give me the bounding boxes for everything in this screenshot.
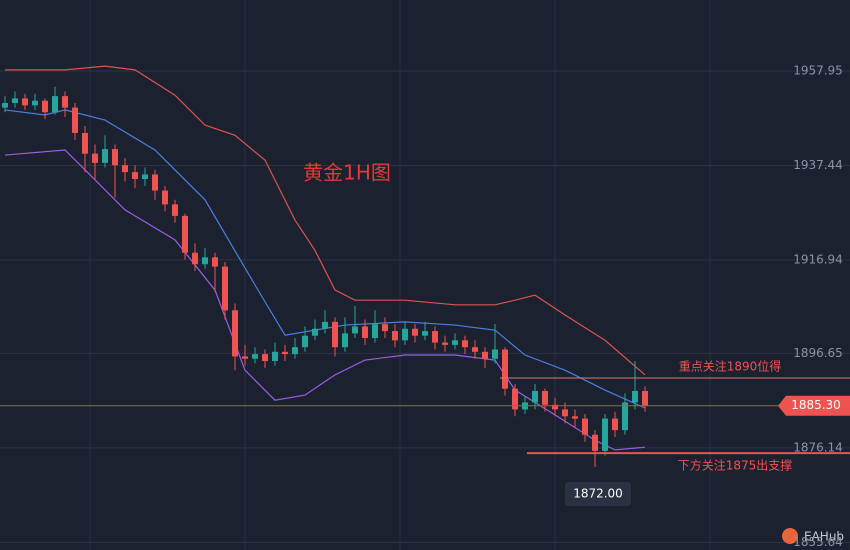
candle-body xyxy=(362,326,368,338)
candle-body xyxy=(372,324,378,338)
candle-body xyxy=(602,418,608,451)
brand: EAHub xyxy=(804,530,844,544)
candle-body xyxy=(92,153,98,163)
candle-body xyxy=(532,390,538,403)
candle-body xyxy=(52,96,58,113)
candle-body xyxy=(102,149,108,163)
last-price-label: 1885.30 xyxy=(791,398,841,412)
candle-body xyxy=(232,310,238,357)
candle-body xyxy=(242,356,248,359)
candle-body xyxy=(502,349,508,389)
candle-body xyxy=(432,331,438,343)
last-price-tag xyxy=(778,395,850,416)
candle-body xyxy=(642,390,648,406)
candle-body xyxy=(162,190,168,205)
vertical-grid xyxy=(89,0,711,550)
y-tick-label: 1957.95 xyxy=(793,63,843,77)
grid xyxy=(0,70,850,543)
candle-body xyxy=(12,98,18,104)
candle-body xyxy=(512,388,518,410)
candle-body xyxy=(112,149,118,166)
band-line xyxy=(5,65,646,376)
candle-body xyxy=(252,354,258,359)
candle-body xyxy=(342,333,348,348)
candle-body xyxy=(612,418,618,431)
candle-body xyxy=(562,409,568,417)
candle-body xyxy=(142,174,148,180)
candle-body xyxy=(322,321,328,329)
y-tick-label: 1916.94 xyxy=(793,252,843,266)
candle-body xyxy=(392,331,398,341)
candle-body xyxy=(332,321,338,348)
candle-body xyxy=(352,326,358,334)
candle-body xyxy=(272,351,278,362)
candle-body xyxy=(132,172,138,180)
candle-body xyxy=(2,103,8,108)
candle-body xyxy=(302,335,308,348)
candle-body xyxy=(122,165,128,173)
candle-body xyxy=(582,418,588,435)
candle-body xyxy=(442,342,448,345)
candle-body xyxy=(202,257,208,265)
candle-body xyxy=(152,174,158,191)
candle-body xyxy=(72,107,78,133)
candle-body xyxy=(42,100,48,113)
candle-body xyxy=(632,390,638,403)
candle-body xyxy=(462,340,468,348)
level-label: 重点关注1890位得 xyxy=(679,359,782,374)
chart-title: 黄金1H图 xyxy=(303,161,391,185)
y-tick-label: 1876.14 xyxy=(793,440,843,454)
candle-body xyxy=(552,404,558,410)
candle-body xyxy=(402,328,408,341)
candle-body xyxy=(382,324,388,332)
candle-body xyxy=(282,351,288,355)
candle-body xyxy=(32,100,38,106)
candle-body xyxy=(262,354,268,362)
candle-body xyxy=(572,416,578,419)
candles xyxy=(2,86,648,467)
candle-body xyxy=(482,351,488,359)
candle-body xyxy=(222,266,228,311)
candle-body xyxy=(542,390,548,405)
candle-body xyxy=(82,132,88,154)
candle-body xyxy=(312,328,318,336)
brand-icon xyxy=(782,528,798,544)
min-price-box xyxy=(565,481,631,506)
candle-body xyxy=(492,349,498,359)
candle-body xyxy=(422,331,428,336)
candle-body xyxy=(622,402,628,431)
candle-body xyxy=(212,257,218,267)
candle-body xyxy=(172,204,178,216)
y-tick-label: 1937.44 xyxy=(793,158,843,172)
candle-body xyxy=(192,252,198,265)
level-label: 下方关注1875出支撑 xyxy=(678,458,793,473)
min-price-label: 1872.00 xyxy=(573,486,623,500)
y-tick-label: 1855.64 xyxy=(793,535,843,549)
candle-body xyxy=(472,347,478,352)
candle-body xyxy=(182,215,188,253)
candle-body xyxy=(292,347,298,355)
candle-body xyxy=(452,340,458,345)
candle-body xyxy=(592,434,598,451)
candle-body xyxy=(22,98,28,106)
y-tick-label: 1896.65 xyxy=(793,346,843,360)
candle-body xyxy=(412,328,418,336)
candle-body xyxy=(62,96,68,108)
